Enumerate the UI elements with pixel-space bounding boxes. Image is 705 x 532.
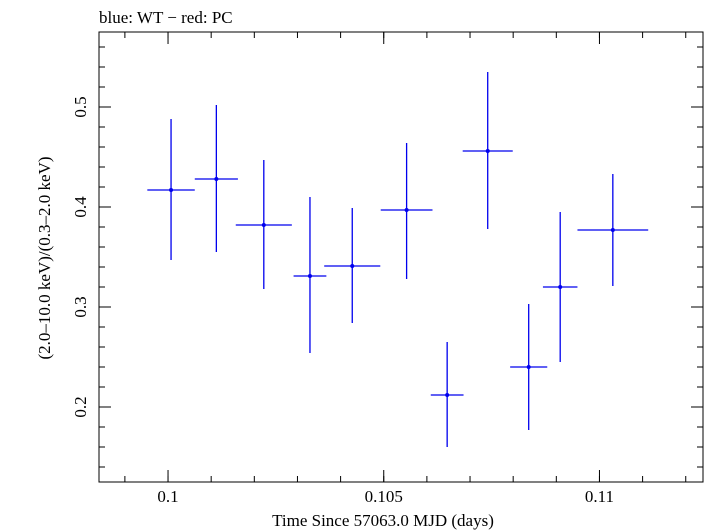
point-marker — [558, 285, 563, 289]
chart-title: blue: WT − red: PC — [99, 8, 233, 27]
data-point — [430, 342, 464, 447]
y-tick-label: 0.5 — [71, 96, 90, 117]
y-axis-label: (2.0–10.0 keV)/(0.3–2.0 keV) — [35, 156, 54, 359]
point-marker — [350, 264, 355, 268]
data-point — [542, 212, 578, 362]
data-point — [577, 174, 649, 286]
point-marker — [214, 177, 219, 181]
data-point — [462, 72, 513, 229]
y-tick-label: 0.4 — [71, 196, 90, 218]
data-point — [324, 208, 381, 323]
x-tick-label: 0.105 — [365, 487, 403, 506]
point-marker — [445, 393, 450, 397]
data-point — [293, 197, 327, 353]
point-marker — [261, 223, 266, 227]
point-marker — [485, 149, 490, 153]
axis-ticks — [99, 32, 703, 482]
y-tick-label: 0.3 — [71, 296, 90, 317]
x-tick-label: 0.1 — [157, 487, 178, 506]
point-marker — [169, 188, 174, 192]
data-point — [235, 160, 292, 289]
data-point — [147, 119, 195, 260]
x-tick-label: 0.11 — [585, 487, 614, 506]
point-marker — [307, 274, 312, 278]
y-tick-label: 0.2 — [71, 396, 90, 417]
data-point — [194, 105, 238, 252]
data-point — [510, 304, 548, 430]
tick-labels: 0.1 0.105 0.11 0.2 0.3 0.4 0.5 — [71, 96, 614, 506]
plot-frame — [98, 31, 704, 483]
point-marker — [404, 208, 409, 212]
point-marker — [526, 365, 531, 369]
x-axis-label: Time Since 57063.0 MJD (days) — [272, 511, 494, 530]
data-points — [147, 72, 649, 447]
point-marker — [610, 228, 615, 232]
data-point — [380, 143, 433, 279]
